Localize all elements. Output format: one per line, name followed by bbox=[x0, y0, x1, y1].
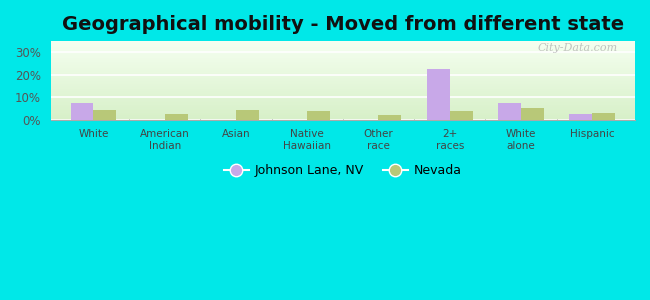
Bar bbox=[51, 73, 635, 74]
Bar bbox=[592, 113, 615, 120]
Bar bbox=[51, 66, 635, 67]
Bar bbox=[51, 96, 635, 97]
Bar bbox=[71, 103, 94, 120]
Bar bbox=[51, 110, 635, 111]
Bar bbox=[51, 102, 635, 103]
Bar bbox=[51, 89, 635, 90]
Bar bbox=[51, 113, 635, 114]
Bar bbox=[51, 62, 635, 63]
Bar bbox=[51, 94, 635, 95]
Bar bbox=[51, 106, 635, 107]
Bar bbox=[51, 90, 635, 91]
Bar bbox=[51, 70, 635, 71]
Bar bbox=[51, 83, 635, 84]
Bar bbox=[51, 88, 635, 89]
Bar bbox=[427, 69, 450, 120]
Bar bbox=[51, 47, 635, 48]
Bar bbox=[51, 97, 635, 98]
Bar bbox=[51, 79, 635, 80]
Bar bbox=[51, 52, 635, 53]
Bar bbox=[51, 76, 635, 77]
Bar bbox=[307, 111, 330, 120]
Bar bbox=[51, 55, 635, 56]
Bar bbox=[51, 69, 635, 70]
Bar bbox=[51, 116, 635, 117]
Bar bbox=[569, 114, 592, 120]
Bar bbox=[51, 91, 635, 92]
Bar bbox=[51, 68, 635, 69]
Bar bbox=[51, 80, 635, 81]
Bar bbox=[51, 56, 635, 57]
Bar bbox=[51, 77, 635, 78]
Bar bbox=[51, 93, 635, 94]
Bar bbox=[51, 71, 635, 72]
Bar bbox=[51, 54, 635, 55]
Bar bbox=[51, 100, 635, 101]
Bar bbox=[51, 64, 635, 65]
Bar bbox=[51, 58, 635, 59]
Bar bbox=[51, 81, 635, 82]
Bar bbox=[51, 85, 635, 86]
Bar bbox=[51, 46, 635, 47]
Bar bbox=[51, 57, 635, 58]
Bar bbox=[51, 98, 635, 99]
Bar bbox=[51, 65, 635, 66]
Bar bbox=[51, 60, 635, 61]
Bar bbox=[51, 61, 635, 62]
Bar bbox=[51, 109, 635, 110]
Bar bbox=[51, 101, 635, 102]
Bar bbox=[51, 112, 635, 113]
Bar bbox=[51, 118, 635, 119]
Bar bbox=[51, 75, 635, 76]
Bar bbox=[450, 111, 473, 120]
Bar bbox=[378, 115, 401, 120]
Bar bbox=[51, 87, 635, 88]
Bar bbox=[51, 82, 635, 83]
Legend: Johnson Lane, NV, Nevada: Johnson Lane, NV, Nevada bbox=[218, 159, 467, 182]
Bar bbox=[51, 92, 635, 93]
Bar bbox=[51, 74, 635, 75]
Text: City-Data.com: City-Data.com bbox=[538, 44, 618, 53]
Bar bbox=[51, 84, 635, 85]
Bar bbox=[51, 104, 635, 105]
Bar bbox=[51, 51, 635, 52]
Bar bbox=[51, 63, 635, 64]
Bar bbox=[51, 49, 635, 50]
Bar bbox=[51, 111, 635, 112]
Bar bbox=[51, 114, 635, 115]
Bar bbox=[51, 95, 635, 96]
Bar bbox=[51, 119, 635, 120]
Bar bbox=[51, 67, 635, 68]
Bar bbox=[51, 78, 635, 79]
Bar bbox=[51, 45, 635, 46]
Bar bbox=[51, 53, 635, 54]
Bar bbox=[51, 105, 635, 106]
Bar bbox=[51, 103, 635, 104]
Bar bbox=[51, 61, 635, 62]
Bar bbox=[51, 108, 635, 109]
Bar bbox=[94, 110, 116, 120]
Bar bbox=[51, 86, 635, 87]
Bar bbox=[51, 50, 635, 51]
Bar bbox=[51, 99, 635, 100]
Bar bbox=[51, 44, 635, 45]
Bar bbox=[51, 107, 635, 108]
Bar bbox=[236, 110, 259, 120]
Bar bbox=[521, 109, 544, 120]
Bar bbox=[51, 41, 635, 42]
Bar bbox=[51, 72, 635, 73]
Bar bbox=[51, 117, 635, 118]
Bar bbox=[498, 103, 521, 120]
Bar bbox=[51, 59, 635, 60]
Bar bbox=[51, 48, 635, 49]
Bar bbox=[164, 114, 188, 120]
Bar bbox=[51, 115, 635, 116]
Bar bbox=[51, 42, 635, 43]
Title: Geographical mobility - Moved from different state: Geographical mobility - Moved from diffe… bbox=[62, 15, 624, 34]
